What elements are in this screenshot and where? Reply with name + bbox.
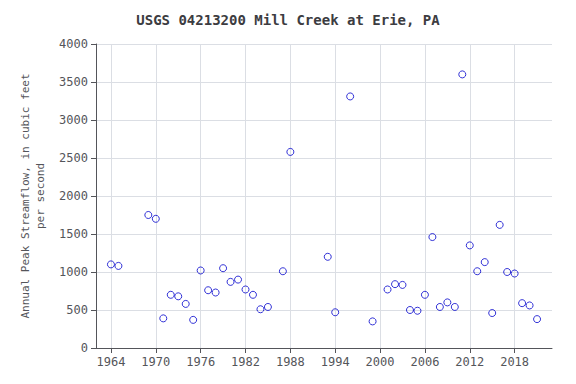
svg-text:4000: 4000 [59,37,88,51]
svg-text:Annual Peak Streamflow, in cub: Annual Peak Streamflow, in cubic feet [19,73,32,318]
svg-text:3000: 3000 [59,113,88,127]
svg-text:2012: 2012 [455,355,484,369]
svg-text:2000: 2000 [59,189,88,203]
svg-text:1982: 1982 [231,355,260,369]
svg-text:1976: 1976 [186,355,215,369]
svg-text:3500: 3500 [59,75,88,89]
svg-text:2018: 2018 [500,355,529,369]
svg-text:0: 0 [81,341,88,355]
svg-text:500: 500 [66,303,88,317]
svg-text:USGS 04213200 Mill Creek at Er: USGS 04213200 Mill Creek at Erie, PA [136,12,440,28]
svg-text:2000: 2000 [366,355,395,369]
svg-text:2500: 2500 [59,151,88,165]
svg-text:1964: 1964 [96,355,125,369]
svg-text:1970: 1970 [141,355,170,369]
svg-text:1994: 1994 [321,355,350,369]
svg-text:1500: 1500 [59,227,88,241]
svg-text:2006: 2006 [410,355,439,369]
svg-text:per second: per second [34,163,47,229]
svg-text:1000: 1000 [59,265,88,279]
svg-text:1988: 1988 [276,355,305,369]
